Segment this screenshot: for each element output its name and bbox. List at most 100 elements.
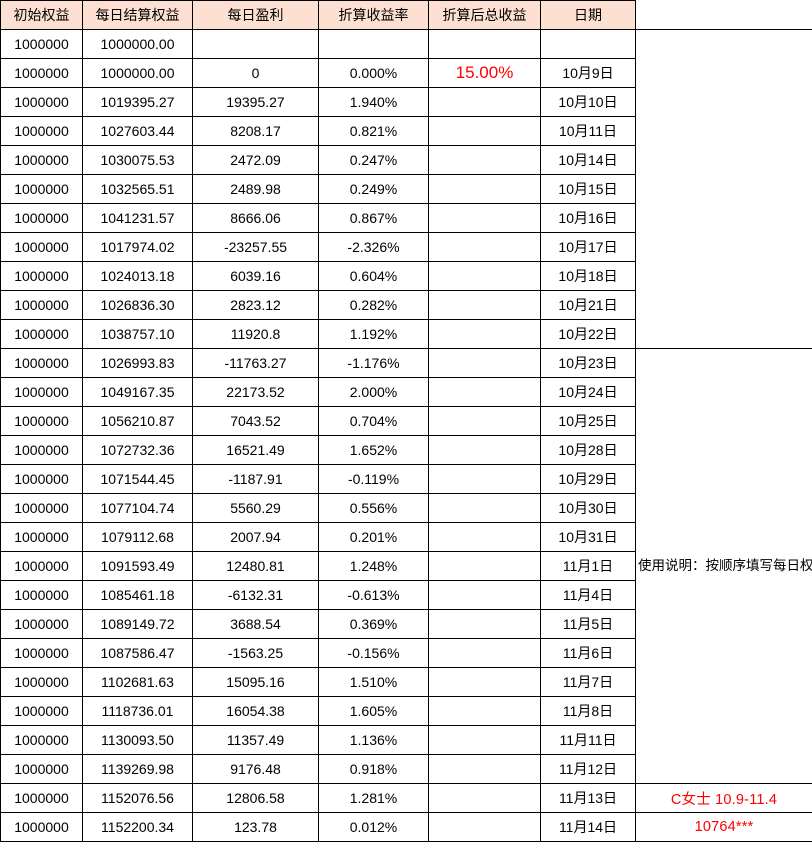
- cell-daily-profit[interactable]: 7043.52: [192, 406, 319, 436]
- cell-date[interactable]: 10月17日: [540, 232, 636, 262]
- table-row[interactable]: 1000000 1026993.83 -11763.27 -1.176% 10月…: [0, 348, 812, 784]
- cell-converted-return-rate[interactable]: 0.201%: [318, 522, 429, 552]
- cell-date[interactable]: 10月9日: [540, 58, 636, 88]
- cell-converted-total-return[interactable]: [428, 319, 541, 349]
- cell-converted-total-return[interactable]: [428, 435, 541, 465]
- cell-date[interactable]: [540, 29, 636, 59]
- cell-converted-return-rate[interactable]: 1.248%: [318, 551, 429, 581]
- table-row[interactable]: 1000000 1041231.57 8666.06 0.867% 10月16日: [0, 203, 812, 233]
- cell-converted-return-rate[interactable]: 2.000%: [318, 377, 429, 407]
- notes-cell-blank-upper[interactable]: [635, 29, 812, 349]
- usage-instruction-note[interactable]: 使用说明：按顺序填写每日权益后自动计算: [635, 348, 812, 784]
- cell-converted-return-rate[interactable]: -0.156%: [318, 638, 429, 668]
- cell-date[interactable]: 10月30日: [540, 493, 636, 523]
- cell-converted-total-return[interactable]: [428, 406, 541, 436]
- cell-date[interactable]: 10月23日: [540, 348, 636, 378]
- cell-daily-settled-equity[interactable]: 1017974.02: [82, 232, 193, 262]
- cell-initial-equity[interactable]: 1000000: [0, 812, 83, 842]
- cell-daily-settled-equity[interactable]: 1019395.27: [82, 87, 193, 117]
- cell-converted-return-rate[interactable]: 1.940%: [318, 87, 429, 117]
- cell-daily-settled-equity[interactable]: 1027603.44: [82, 116, 193, 146]
- table-row[interactable]: 1000000 1024013.18 6039.16 0.604% 10月18日: [0, 261, 812, 291]
- cell-daily-settled-equity[interactable]: 1026993.83: [82, 348, 193, 378]
- cell-date[interactable]: 10月28日: [540, 435, 636, 465]
- cell-daily-profit[interactable]: 15095.16: [192, 667, 319, 697]
- table-row[interactable]: 1000000 1130093.50 11357.49 1.136% 11月11…: [0, 725, 812, 755]
- cell-initial-equity[interactable]: 1000000: [0, 754, 83, 784]
- cell-initial-equity[interactable]: 1000000: [0, 667, 83, 697]
- cell-converted-return-rate[interactable]: 0.247%: [318, 145, 429, 175]
- column-header-initial-equity[interactable]: 初始权益: [0, 0, 83, 30]
- column-header-date[interactable]: 日期: [540, 0, 636, 30]
- cell-initial-equity[interactable]: 1000000: [0, 435, 83, 465]
- cell-date[interactable]: 11月13日: [540, 783, 636, 813]
- cell-daily-profit[interactable]: 5560.29: [192, 493, 319, 523]
- cell-date[interactable]: 11月6日: [540, 638, 636, 668]
- cell-date[interactable]: 10月15日: [540, 174, 636, 204]
- cell-daily-settled-equity[interactable]: 1077104.74: [82, 493, 193, 523]
- cell-converted-return-rate[interactable]: -0.119%: [318, 464, 429, 494]
- cell-date[interactable]: 10月10日: [540, 87, 636, 117]
- cell-converted-total-return[interactable]: [428, 522, 541, 552]
- cell-converted-return-rate[interactable]: 1.605%: [318, 696, 429, 726]
- cell-daily-profit[interactable]: 19395.27: [192, 87, 319, 117]
- column-header-daily-settled-equity[interactable]: 每日结算权益: [82, 0, 193, 30]
- cell-converted-return-rate[interactable]: 1.652%: [318, 435, 429, 465]
- cell-converted-total-return[interactable]: [428, 609, 541, 639]
- cell-converted-total-return[interactable]: [428, 174, 541, 204]
- cell-initial-equity[interactable]: 1000000: [0, 377, 83, 407]
- cell-daily-profit[interactable]: 8208.17: [192, 116, 319, 146]
- cell-daily-profit[interactable]: 12480.81: [192, 551, 319, 581]
- cell-initial-equity[interactable]: 1000000: [0, 145, 83, 175]
- cell-converted-total-return[interactable]: [428, 783, 541, 813]
- cell-daily-settled-equity[interactable]: 1152076.56: [82, 783, 193, 813]
- table-row[interactable]: 1000000 1077104.74 5560.29 0.556% 10月30日: [0, 493, 812, 523]
- cell-converted-total-return[interactable]: [428, 638, 541, 668]
- cell-daily-profit[interactable]: 2823.12: [192, 290, 319, 320]
- cell-date[interactable]: 10月22日: [540, 319, 636, 349]
- cell-initial-equity[interactable]: 1000000: [0, 232, 83, 262]
- client-label-note[interactable]: C女士 10.9-11.4: [635, 783, 812, 813]
- cell-initial-equity[interactable]: 1000000: [0, 319, 83, 349]
- cell-converted-total-return[interactable]: [428, 145, 541, 175]
- cell-date[interactable]: 11月5日: [540, 609, 636, 639]
- table-row[interactable]: 1000000 1139269.98 9176.48 0.918% 11月12日: [0, 754, 812, 784]
- table-row[interactable]: 1000000 1152200.34 123.78 0.012% 11月14日 …: [0, 812, 812, 842]
- cell-date[interactable]: 11月7日: [540, 667, 636, 697]
- cell-converted-total-return[interactable]: [428, 754, 541, 784]
- cell-converted-return-rate[interactable]: [318, 29, 429, 59]
- cell-daily-settled-equity[interactable]: 1000000.00: [82, 58, 193, 88]
- cell-daily-settled-equity[interactable]: 1130093.50: [82, 725, 193, 755]
- table-row[interactable]: 1000000 1071544.45 -1187.91 -0.119% 10月2…: [0, 464, 812, 494]
- cell-date[interactable]: 11月4日: [540, 580, 636, 610]
- cell-initial-equity[interactable]: 1000000: [0, 725, 83, 755]
- table-row[interactable]: 1000000 1000000.00 0 0.000% 15.00% 10月9日: [0, 58, 812, 88]
- cell-daily-settled-equity[interactable]: 1152200.34: [82, 812, 193, 842]
- cell-daily-profit[interactable]: 3688.54: [192, 609, 319, 639]
- cell-initial-equity[interactable]: 1000000: [0, 406, 83, 436]
- cell-daily-profit[interactable]: 2007.94: [192, 522, 319, 552]
- cell-date[interactable]: 11月8日: [540, 696, 636, 726]
- cell-initial-equity[interactable]: 1000000: [0, 348, 83, 378]
- cell-date[interactable]: 10月18日: [540, 261, 636, 291]
- cell-daily-settled-equity[interactable]: 1102681.63: [82, 667, 193, 697]
- cell-initial-equity[interactable]: 1000000: [0, 261, 83, 291]
- cell-converted-return-rate[interactable]: 0.604%: [318, 261, 429, 291]
- cell-date[interactable]: 10月31日: [540, 522, 636, 552]
- cell-daily-profit[interactable]: -1563.25: [192, 638, 319, 668]
- cell-daily-profit[interactable]: 123.78: [192, 812, 319, 842]
- cell-daily-settled-equity[interactable]: 1049167.35: [82, 377, 193, 407]
- cell-daily-settled-equity[interactable]: 1041231.57: [82, 203, 193, 233]
- cell-date[interactable]: 10月16日: [540, 203, 636, 233]
- cell-initial-equity[interactable]: 1000000: [0, 203, 83, 233]
- cell-daily-profit[interactable]: -23257.55: [192, 232, 319, 262]
- cell-daily-settled-equity[interactable]: 1030075.53: [82, 145, 193, 175]
- cell-daily-settled-equity[interactable]: 1118736.01: [82, 696, 193, 726]
- cell-converted-return-rate[interactable]: 0.000%: [318, 58, 429, 88]
- cell-daily-settled-equity[interactable]: 1091593.49: [82, 551, 193, 581]
- cell-daily-profit[interactable]: 11357.49: [192, 725, 319, 755]
- cell-converted-return-rate[interactable]: 1.510%: [318, 667, 429, 697]
- table-row[interactable]: 1000000 1000000.00: [0, 29, 812, 349]
- cell-converted-total-return[interactable]: [428, 203, 541, 233]
- cell-initial-equity[interactable]: 1000000: [0, 522, 83, 552]
